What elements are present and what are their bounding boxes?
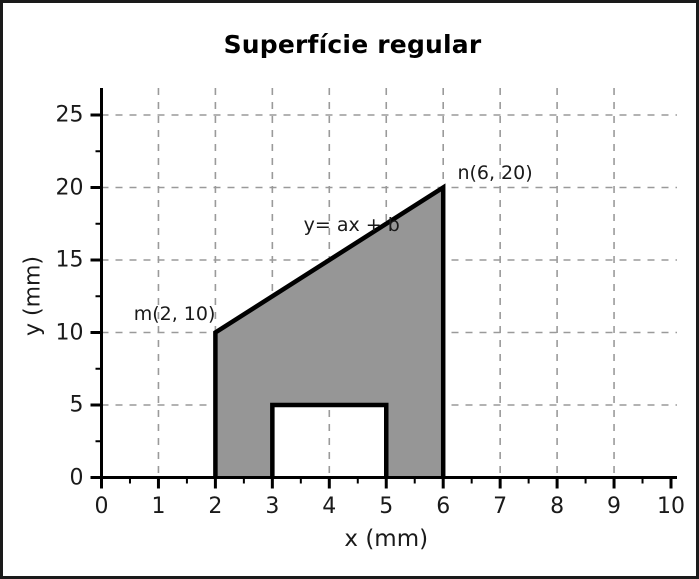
chart-plot-area bbox=[90, 88, 677, 489]
y-tick-label: 15 bbox=[55, 247, 84, 273]
y-tick-label: 25 bbox=[55, 102, 84, 128]
page-title: Superfície regular bbox=[223, 30, 482, 59]
chart-annotation: y= ax + b bbox=[303, 214, 400, 237]
y-tick-label: 10 bbox=[55, 320, 84, 345]
x-tick-label: 7 bbox=[493, 493, 508, 519]
x-tick-label: 9 bbox=[607, 493, 622, 519]
x-tick-label: 2 bbox=[208, 493, 223, 519]
x-tick-label: 6 bbox=[436, 493, 451, 519]
x-tick-label: 5 bbox=[379, 493, 394, 519]
y-tick-label: 0 bbox=[69, 465, 84, 490]
x-tick-label: 8 bbox=[550, 493, 565, 519]
x-tick-label: 1 bbox=[151, 493, 166, 519]
x-tick-label: 10 bbox=[657, 493, 685, 519]
x-tick-label: 0 bbox=[94, 493, 109, 519]
y-tick-label: 5 bbox=[69, 392, 84, 418]
y-axis-title: y (mm) bbox=[20, 256, 46, 337]
axis-ticks bbox=[90, 113, 673, 489]
y-tick-label: 20 bbox=[55, 175, 84, 200]
x-tick-label: 4 bbox=[322, 493, 337, 519]
surface-polygon bbox=[213, 183, 446, 478]
axes bbox=[100, 88, 677, 479]
chart-annotation: n(6, 20) bbox=[457, 162, 533, 184]
chart-annotation: m(2, 10) bbox=[133, 302, 216, 325]
x-axis-title: x (mm) bbox=[344, 525, 429, 552]
x-tick-label: 3 bbox=[265, 493, 280, 519]
